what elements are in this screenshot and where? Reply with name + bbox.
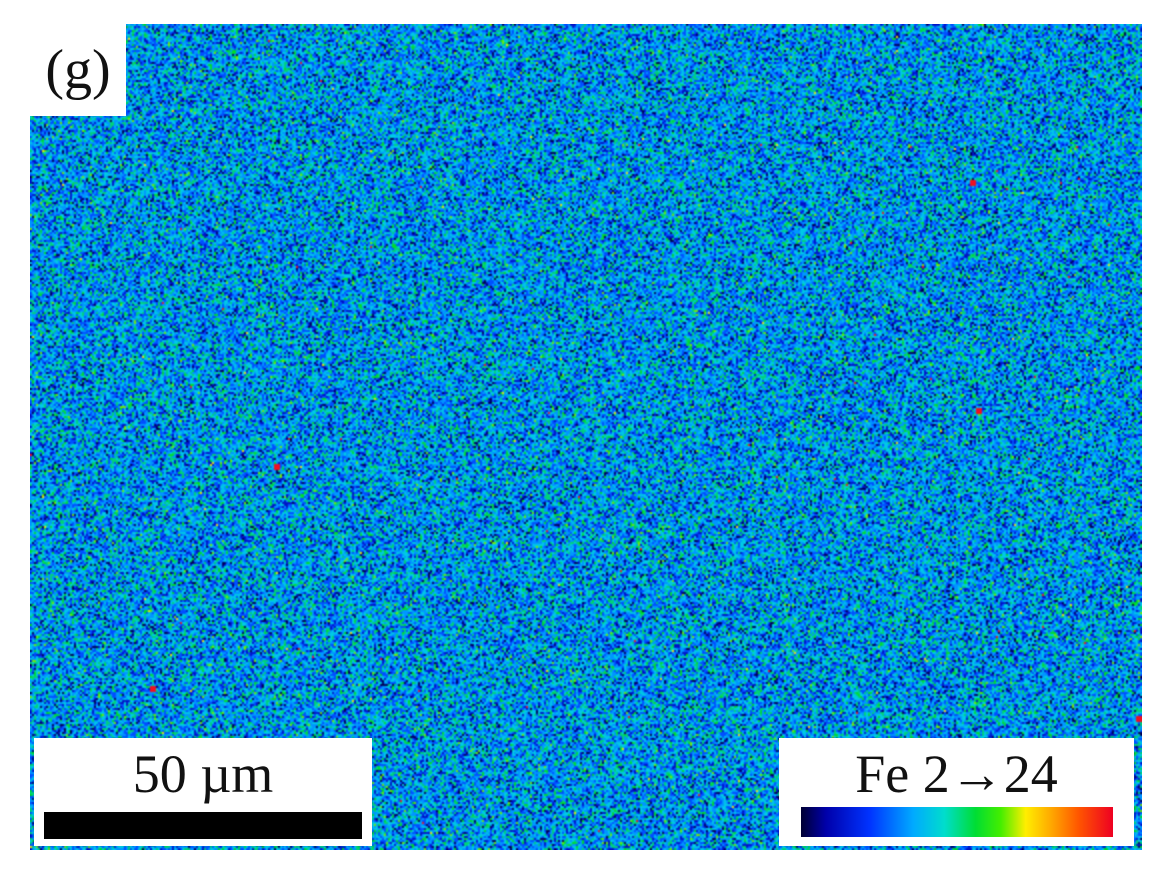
color-legend-label: Fe 2→24: [855, 744, 1058, 804]
fe-distribution-map: [30, 24, 1142, 850]
scale-bar-box: 50 µm: [34, 738, 372, 846]
elemental-map: [30, 24, 1142, 850]
panel-label: (g): [30, 24, 126, 116]
color-legend-gradient: [801, 807, 1113, 837]
scale-bar: [44, 812, 362, 839]
scale-bar-label: 50 µm: [132, 744, 274, 804]
color-legend-box: Fe 2→24: [779, 738, 1134, 846]
